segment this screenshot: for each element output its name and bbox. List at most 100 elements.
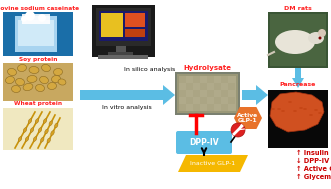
Bar	[96, 8, 151, 46]
Bar	[186, 97, 193, 104]
Ellipse shape	[29, 67, 39, 74]
Bar	[125, 29, 145, 37]
Bar	[15, 16, 57, 52]
Ellipse shape	[281, 110, 285, 112]
Bar	[3, 63, 73, 101]
Bar	[98, 55, 148, 59]
Ellipse shape	[40, 76, 48, 84]
Bar	[193, 104, 200, 111]
Polygon shape	[178, 155, 248, 172]
Ellipse shape	[55, 123, 58, 128]
Ellipse shape	[30, 128, 34, 132]
Bar	[99, 11, 148, 41]
Ellipse shape	[23, 128, 27, 132]
Ellipse shape	[277, 108, 281, 110]
Text: ↑ Active GLP-1: ↑ Active GLP-1	[296, 166, 331, 172]
Bar	[193, 90, 200, 97]
Bar	[177, 74, 238, 113]
Ellipse shape	[35, 119, 39, 123]
Ellipse shape	[43, 119, 47, 123]
Ellipse shape	[58, 79, 66, 85]
Bar	[125, 13, 145, 27]
Bar	[175, 72, 240, 115]
Ellipse shape	[275, 30, 315, 54]
Polygon shape	[163, 85, 175, 105]
Bar	[268, 12, 328, 68]
Text: ↑ Glycemic control: ↑ Glycemic control	[296, 174, 331, 180]
Ellipse shape	[28, 119, 32, 123]
Bar	[101, 13, 123, 37]
Bar	[92, 5, 155, 57]
Ellipse shape	[33, 137, 37, 141]
Ellipse shape	[271, 108, 275, 110]
Ellipse shape	[40, 137, 44, 142]
Bar	[295, 68, 301, 78]
Ellipse shape	[25, 137, 29, 141]
Text: Bovine sodium caseinate: Bovine sodium caseinate	[0, 5, 79, 11]
Ellipse shape	[18, 137, 22, 141]
Ellipse shape	[8, 68, 17, 76]
Ellipse shape	[314, 109, 318, 111]
Circle shape	[318, 29, 326, 37]
Bar	[200, 83, 207, 90]
Ellipse shape	[18, 64, 26, 71]
Text: Wheat protein: Wheat protein	[14, 101, 62, 106]
Text: Soy protein: Soy protein	[19, 57, 57, 61]
Bar	[186, 83, 193, 90]
Ellipse shape	[299, 107, 303, 109]
Polygon shape	[292, 78, 304, 88]
Bar	[193, 76, 200, 83]
Ellipse shape	[38, 128, 42, 132]
Bar	[80, 90, 163, 100]
Bar	[3, 12, 73, 56]
Text: ↑ Insulin: ↑ Insulin	[296, 150, 329, 156]
Ellipse shape	[6, 76, 15, 84]
Text: DM rats: DM rats	[284, 5, 312, 11]
Polygon shape	[256, 85, 268, 105]
Bar	[221, 90, 228, 97]
Bar	[200, 97, 207, 104]
Text: Inactive GLP-1: Inactive GLP-1	[190, 161, 236, 166]
Ellipse shape	[293, 110, 297, 112]
Ellipse shape	[54, 68, 63, 76]
Bar	[207, 90, 214, 97]
Ellipse shape	[303, 108, 307, 110]
Ellipse shape	[48, 82, 57, 90]
Ellipse shape	[309, 114, 313, 116]
Ellipse shape	[308, 32, 324, 44]
Ellipse shape	[12, 85, 21, 92]
Bar	[207, 76, 214, 83]
Bar	[221, 76, 228, 83]
Bar	[228, 97, 235, 104]
Bar	[179, 104, 186, 111]
Ellipse shape	[47, 138, 51, 143]
Ellipse shape	[27, 75, 37, 83]
Text: ↓ DPP-IV activity: ↓ DPP-IV activity	[296, 158, 331, 164]
Text: Active
GLP-1: Active GLP-1	[237, 113, 259, 123]
Ellipse shape	[16, 78, 24, 86]
Ellipse shape	[45, 129, 48, 134]
Text: Hydrolysate: Hydrolysate	[183, 65, 231, 71]
Polygon shape	[270, 92, 324, 132]
Bar	[179, 90, 186, 97]
Bar	[108, 52, 133, 55]
Bar	[228, 83, 235, 90]
Circle shape	[231, 123, 245, 137]
Bar	[3, 108, 73, 150]
Bar	[179, 76, 186, 83]
Ellipse shape	[35, 84, 44, 91]
Bar	[18, 20, 54, 46]
Text: Pancrease: Pancrease	[280, 83, 316, 88]
Circle shape	[318, 36, 321, 40]
Text: DPP-IV: DPP-IV	[189, 138, 219, 147]
Ellipse shape	[52, 75, 61, 83]
Text: In silico analysis: In silico analysis	[124, 67, 176, 73]
Bar	[214, 97, 221, 104]
Ellipse shape	[23, 83, 33, 91]
Bar	[179, 76, 236, 111]
Bar	[207, 104, 214, 111]
Bar	[221, 104, 228, 111]
Bar	[22, 14, 50, 24]
Polygon shape	[234, 107, 262, 129]
FancyBboxPatch shape	[176, 131, 232, 154]
